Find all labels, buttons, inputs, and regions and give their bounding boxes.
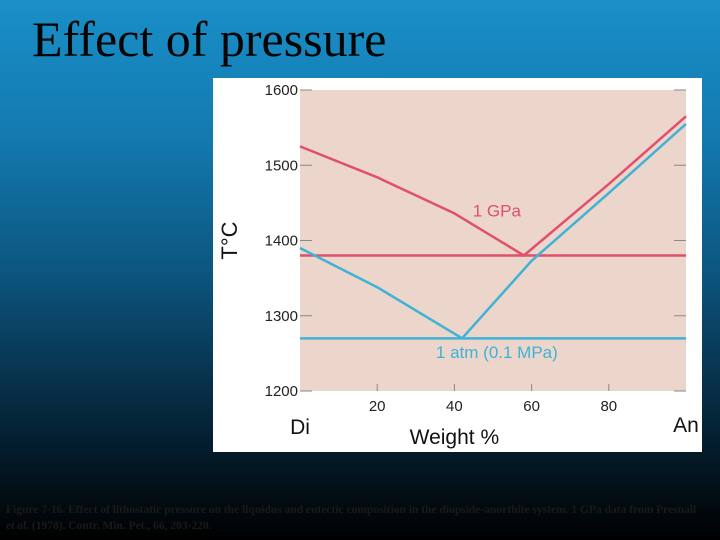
y-tick-label-1200: 1200 [265,383,298,400]
x-tick-label-80: 80 [600,398,617,415]
y-tick-label-1500: 1500 [265,157,298,174]
x-axis-label: Weight % [410,426,500,449]
y-tick-label-1400: 1400 [265,233,298,250]
caption-text-2: (1978). Contr. Min. Pet., 66, 203-220. [29,520,212,532]
plot-area [300,90,686,391]
x-tick-label-60: 60 [523,398,540,415]
y-tick-label-1300: 1300 [265,308,298,325]
x-tick-label-40: 40 [446,398,463,415]
y-axis-label: T°C [217,221,242,259]
liquidus-line-1atm [299,122,687,340]
liquidus-line-1gpa [299,115,687,257]
phase-diagram-chart: 1200 1300 1400 1500 1600 20 40 60 80 1 GPa 1 atm… [217,82,699,449]
slide-title: Effect of pressure [32,11,387,67]
series-label-1gpa: 1 GPa [473,201,522,220]
eutectic-lines [300,254,686,340]
x-tick-label-20: 20 [369,398,386,415]
x-end-label-di: Di [290,416,310,439]
y-tick-label-1600: 1600 [265,82,298,99]
figure-caption: Figure 7-16. Effect of lithostatic press… [6,502,706,534]
chart-panel: 1200 1300 1400 1500 1600 20 40 60 80 1 GPa 1 atm… [213,78,702,452]
series-label-1atm: 1 atm (0.1 MPa) [436,343,558,362]
tick-labels: 1200 1300 1400 1500 1600 20 40 60 80 [265,82,618,415]
axis-ticks [300,89,686,392]
x-end-label-an: An [673,414,699,437]
caption-text-1: Figure 7-16. Effect of lithostatic press… [6,504,697,516]
caption-et-al: et al. [6,520,29,532]
liquidus-lines [299,115,687,340]
